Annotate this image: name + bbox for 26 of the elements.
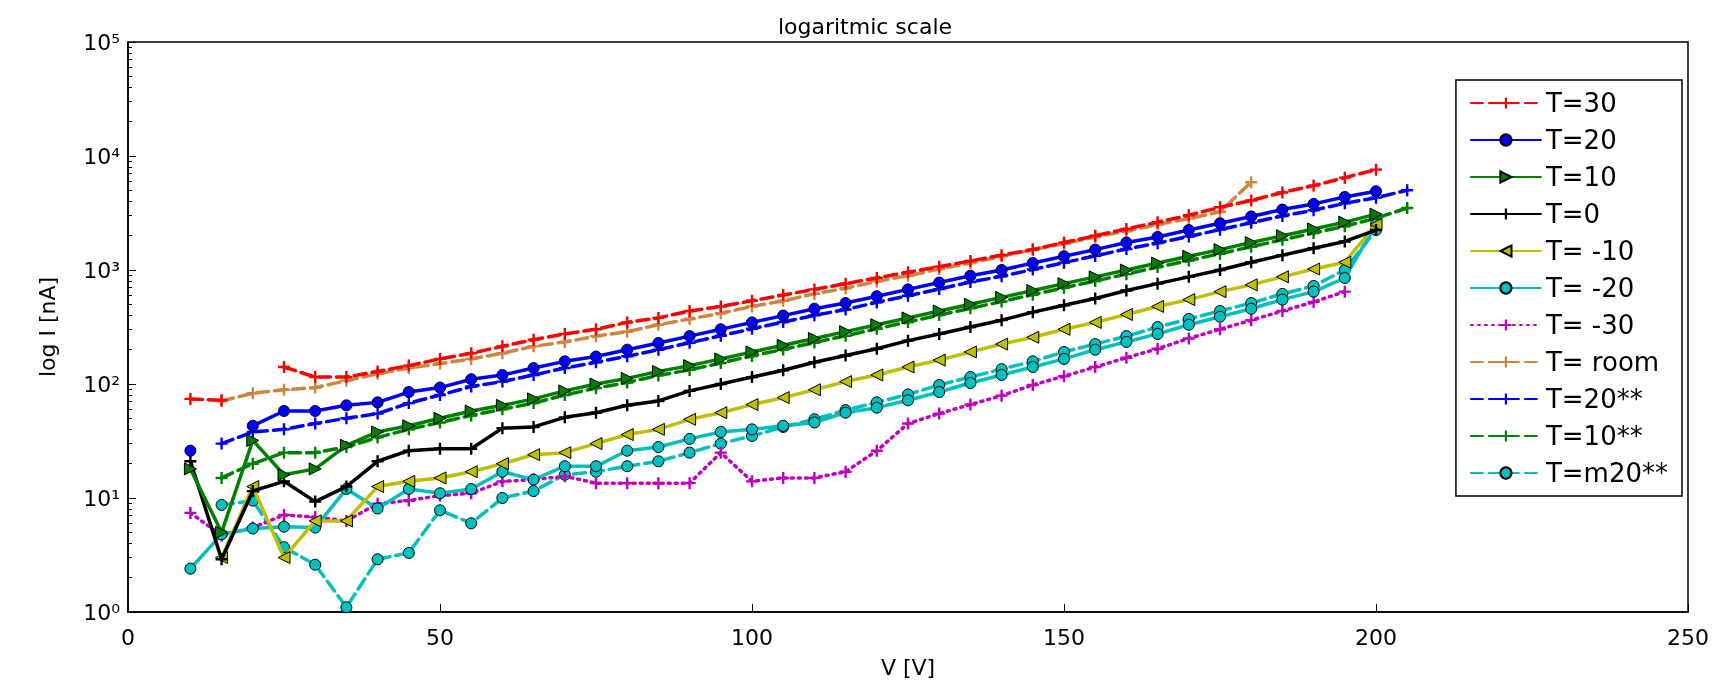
x-tick-label: 50 — [426, 624, 454, 650]
y-tick-label: 10¹ — [83, 485, 120, 511]
legend-label: T=0 — [1544, 199, 1601, 229]
legend-label: T= room — [1544, 347, 1660, 377]
legend-label: T=m20** — [1544, 458, 1668, 488]
legend-label: T= -30 — [1544, 310, 1635, 340]
x-tick-label: 200 — [1355, 624, 1397, 650]
y-tick-label: 10⁵ — [83, 29, 120, 55]
legend-label: T=20 — [1544, 125, 1617, 155]
y-axis-title: log I [nA] — [34, 276, 60, 378]
legend-label: T=10 — [1544, 162, 1617, 192]
x-tick-label: 0 — [121, 624, 135, 650]
legend-label: T=30 — [1544, 88, 1617, 118]
y-tick-label: 10⁰ — [83, 599, 121, 625]
legend-label: T= -20 — [1544, 273, 1635, 303]
legend-label: T=20** — [1544, 384, 1643, 414]
x-axis-title: V [V] — [880, 654, 936, 680]
x-tick-label: 100 — [731, 624, 773, 650]
y-tick-label: 10³ — [83, 257, 120, 283]
legend-label: T=10** — [1544, 421, 1643, 451]
y-tick-label: 10⁴ — [83, 143, 121, 169]
y-tick-label: 10² — [83, 371, 120, 397]
x-tick-label: 150 — [1043, 624, 1085, 650]
chart-title: logaritmic scale — [777, 13, 953, 39]
x-tick-label: 250 — [1667, 624, 1709, 650]
legend-label: T= -10 — [1544, 236, 1635, 266]
